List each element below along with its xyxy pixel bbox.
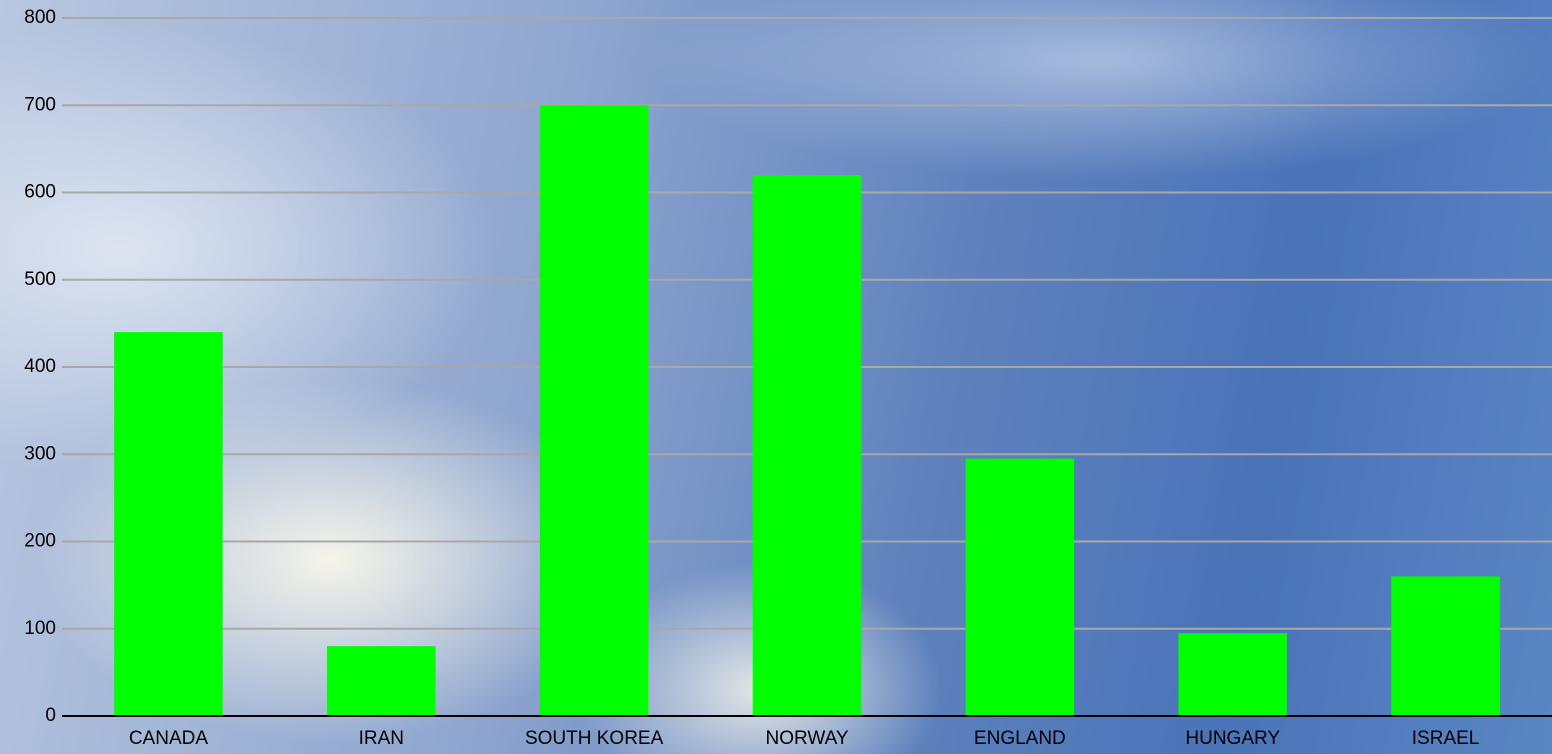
y-tick-label: 500: [24, 269, 56, 290]
bar: [539, 105, 649, 716]
y-tick-label: 300: [24, 443, 56, 464]
y-tick-label: 200: [24, 531, 56, 552]
y-tick-label: 700: [24, 94, 56, 115]
bar: [1391, 576, 1500, 716]
x-tick-label: ENGLAND: [974, 728, 1066, 749]
x-tick-label: CANADA: [129, 728, 209, 749]
y-tick-label: 600: [24, 182, 56, 203]
bar: [1178, 633, 1287, 716]
y-tick-label: 800: [24, 7, 56, 28]
bar: [965, 458, 1075, 716]
x-tick-label: NORWAY: [765, 728, 848, 749]
x-tick-label: SOUTH KOREA: [525, 728, 664, 749]
y-tick-label: 400: [24, 356, 56, 377]
y-tick-label: 0: [45, 705, 56, 726]
x-tick-label: ISRAEL: [1412, 728, 1480, 749]
x-tick-label: HUNGARY: [1185, 728, 1280, 749]
bar: [327, 646, 436, 716]
y-tick-label: 100: [24, 618, 56, 639]
x-tick-label: IRAN: [359, 728, 404, 749]
bar: [752, 175, 862, 717]
bar: [114, 332, 223, 716]
